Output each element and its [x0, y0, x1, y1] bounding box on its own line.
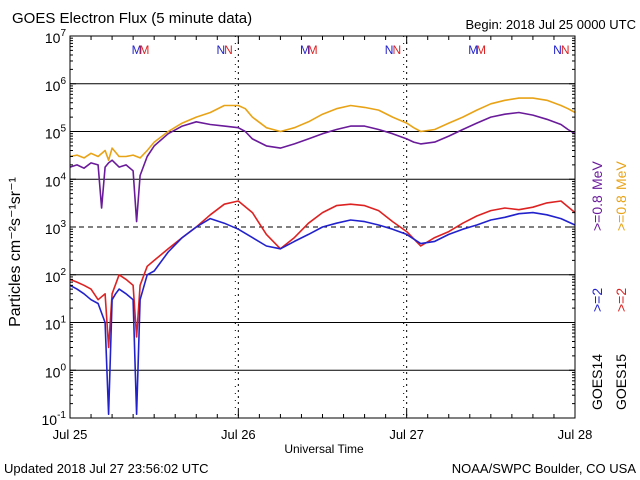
- satellite-marker: M: [308, 43, 318, 57]
- x-tick-label: Jul 27: [389, 427, 424, 442]
- begin-label: Begin: 2018 Jul 25 0000 UTC: [465, 17, 636, 32]
- y-tick-label: 100: [45, 362, 67, 380]
- y-tick-label: 101: [45, 315, 67, 333]
- y-axis-label: Particles cm⁻²s⁻¹sr⁻¹: [7, 177, 24, 327]
- legend-satellite-label: GOES15: [613, 354, 629, 410]
- legend: GOES14 >=2 >=0.8 MeV GOES15 >=2 >=0.8 MeV: [589, 161, 629, 410]
- x-tick-label: Jul 25: [53, 427, 88, 442]
- satellite-marker: N: [393, 43, 402, 57]
- series-layer: [69, 97, 576, 416]
- satellite-marker: M: [139, 43, 149, 57]
- x-axis-label: Universal Time: [284, 442, 364, 456]
- legend-unit-label: MeV: [613, 161, 629, 190]
- grid-lines: [70, 36, 575, 418]
- series-line: [69, 211, 576, 416]
- x-axis-ticks: Jul 25 Jul 26 Jul 27 Jul 28: [53, 36, 593, 442]
- chart-title: GOES Electron Flux (5 minute data): [12, 10, 252, 27]
- x-tick-label: Jul 28: [558, 427, 593, 442]
- source-label: NOAA/SWPC Boulder, CO USA: [452, 461, 637, 476]
- y-tick-label: 102: [45, 267, 67, 285]
- satellite-marker: N: [553, 43, 562, 57]
- satellite-markers: MM N N MM N N MM N N: [132, 43, 570, 57]
- legend-energy-label: >=2: [613, 288, 629, 312]
- satellite-marker: N: [385, 43, 394, 57]
- satellite-marker: M: [468, 43, 478, 57]
- y-tick-label: 103: [45, 219, 67, 237]
- legend-energy-label: >=0.8: [613, 195, 629, 231]
- y-tick-label: 105: [45, 124, 67, 142]
- y-axis-ticks: 10-1 100 101 102 103 104 105 106 107: [42, 28, 575, 428]
- satellite-marker: M: [300, 43, 310, 57]
- y-tick-label: 107: [45, 28, 67, 46]
- legend-unit-label: MeV: [589, 161, 605, 190]
- series-line: [69, 111, 576, 223]
- legend-energy-label: >=0.8: [589, 195, 605, 231]
- series-line: [69, 200, 576, 349]
- y-tick-label: 10-1: [42, 410, 67, 428]
- y-tick-label: 104: [45, 171, 67, 189]
- satellite-marker: N: [216, 43, 225, 57]
- satellite-marker: N: [224, 43, 233, 57]
- series-line: [69, 97, 576, 161]
- satellite-marker: N: [561, 43, 570, 57]
- legend-energy-label: >=2: [589, 288, 605, 312]
- legend-satellite-label: GOES14: [589, 354, 605, 410]
- satellite-marker: M: [132, 43, 142, 57]
- updated-label: Updated 2018 Jul 27 23:56:02 UTC: [4, 461, 209, 476]
- x-tick-label: Jul 26: [221, 427, 256, 442]
- satellite-marker: M: [476, 43, 486, 57]
- y-tick-label: 106: [45, 76, 67, 94]
